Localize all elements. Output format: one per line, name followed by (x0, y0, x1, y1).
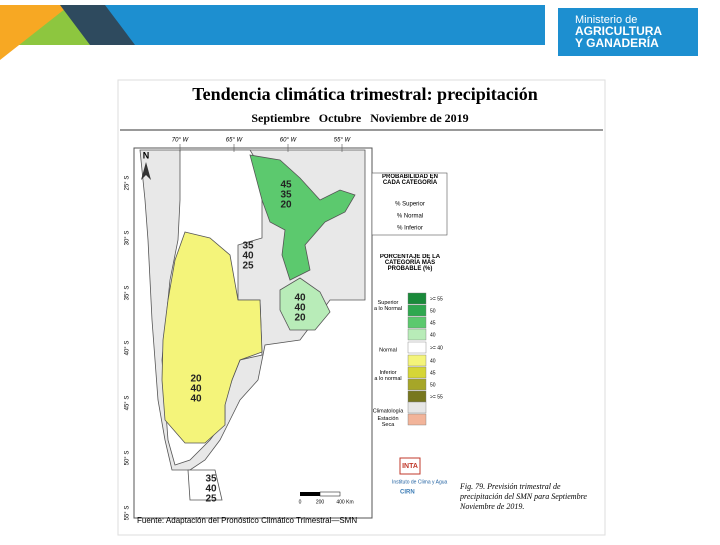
north-arrow: N (143, 150, 150, 160)
longitude-label: 70° W (172, 138, 190, 144)
scale-label: 200 (316, 499, 325, 505)
region-inferior-40 (161, 231, 263, 444)
region-value: 35 (242, 241, 254, 252)
legend-title-wrap: PORCENTAJE DE LA CATEGORÍA MÁS PROBABLE … (379, 254, 441, 272)
latitude-label: 30° S (125, 231, 131, 246)
inta-name: INTA (402, 463, 418, 470)
region-value: 40 (294, 303, 306, 314)
region-value: 35 (205, 474, 217, 485)
legend-title-wrap: PROBABILIDAD EN CADA CATEGORÍA (381, 174, 438, 186)
color-swatch (407, 378, 427, 391)
tierra-del-fuego (187, 469, 223, 501)
color-swatch (407, 316, 427, 329)
latitude-label: 50° S (125, 451, 131, 466)
region-value: 40 (242, 251, 254, 262)
region-value: 20 (280, 200, 292, 211)
region-value: 40 (205, 484, 217, 495)
region-value: 40 (294, 293, 306, 304)
group-label: Superior a lo Normal (374, 300, 402, 312)
step-label: 40 (430, 332, 436, 338)
color-swatch (407, 401, 427, 414)
caption: Fig. 79. Previsión trimestral de precipi… (460, 482, 587, 511)
logo-line: Y GANADERÍA (575, 35, 659, 50)
latitude-label: 35° S (125, 286, 131, 301)
subtitle: Septiembre Octubre Noviembre de 2019 (251, 111, 468, 125)
legend-item: % Inferior (397, 226, 423, 232)
logo-line: AGRICULTURA (575, 24, 662, 38)
inta-sub: Instituto de Clima y Agua (392, 479, 448, 485)
step-label: 50 (430, 308, 436, 314)
logo-line: Ministerio de (575, 14, 637, 26)
color-swatch (407, 354, 427, 367)
legend-title: PORCENTAJE DE LA CATEGORÍA MÁS PROBABLE … (379, 254, 441, 272)
region-value: 40 (190, 384, 202, 395)
caption-wrap: Fig. 79. Previsión trimestral de precipi… (460, 482, 587, 511)
step-label: 50 (430, 382, 436, 388)
region-value: 45 (280, 180, 292, 191)
header-blue (100, 5, 545, 45)
longitude-label: 60° W (280, 138, 298, 144)
region-value: 35 (280, 190, 292, 201)
color-swatch (407, 366, 427, 379)
region-superior-40 (279, 277, 331, 331)
longitude-label: 65° W (226, 138, 244, 144)
step-label: 45 (430, 370, 436, 376)
region-value: 25 (242, 261, 254, 272)
latitude-label: 45° S (125, 396, 131, 411)
color-swatch (407, 413, 427, 426)
color-swatch (407, 304, 427, 317)
step-label: 40 (430, 358, 436, 364)
latitude-label: 55° S (125, 506, 131, 521)
color-swatch (407, 292, 427, 305)
color-swatch (407, 341, 427, 354)
step-label: >= 55 (430, 394, 443, 400)
header-dark (60, 5, 135, 45)
title: Tendencia climática trimestral: precipit… (192, 84, 537, 104)
legend-title: PROBABILIDAD EN CADA CATEGORÍA (381, 174, 438, 186)
step-label: >= 55 (430, 296, 443, 302)
group-label: Normal (379, 347, 397, 353)
scale-label: 0 (299, 499, 302, 505)
group-label: Estación Seca (377, 416, 398, 428)
step-label: >= 40 (430, 345, 443, 351)
region-superior-45 (249, 154, 356, 281)
region-value: 20 (294, 313, 306, 324)
color-swatch (407, 328, 427, 341)
region-value: 40 (190, 394, 202, 405)
graticule: 70° W 65° W 60° W 55° W 25° S 30° S 35° S 40° S… (125, 138, 352, 521)
source: Fuente: Adaptación del Pronóstico Climát… (137, 516, 357, 525)
legend-box (371, 172, 448, 236)
legend-item: % Normal (397, 214, 423, 220)
region-value: 20 (190, 374, 202, 385)
cirn: CIRN (400, 490, 415, 496)
step-label: 45 (430, 320, 436, 326)
color-scale: >= 55 50 45 40 >= 40 40 45 50 >= 55 Superior a lo … (373, 292, 443, 428)
longitude-label: 55° W (334, 138, 352, 144)
latitude-label: 40° S (125, 341, 131, 356)
scale-bar (319, 491, 341, 497)
scale-label: 400 Km (336, 499, 353, 505)
region-value: 25 (205, 494, 217, 505)
logo-bg (558, 8, 698, 56)
inta-logo (399, 457, 421, 475)
north-symbol (141, 162, 151, 180)
color-swatch (407, 390, 427, 403)
group-label: Inferior a lo normal (374, 370, 401, 382)
scale-bar (300, 492, 320, 496)
legend-item: % Superior (395, 202, 425, 208)
latitude-label: 25° S (125, 176, 131, 191)
map (139, 149, 366, 501)
header-orange (0, 5, 70, 60)
group-label: Climatología (373, 408, 405, 414)
